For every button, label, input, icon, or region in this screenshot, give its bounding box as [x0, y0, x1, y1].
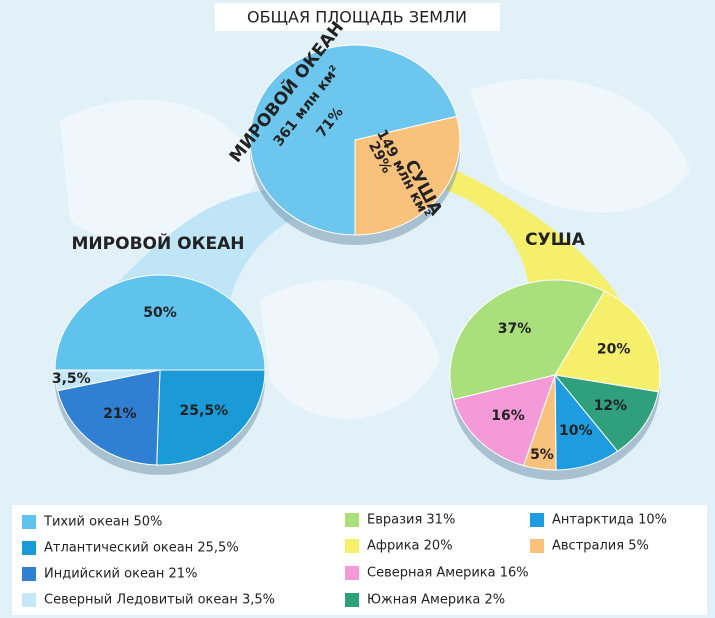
pie-title: СУША	[525, 230, 586, 250]
legend-label: Индийский океан 21%	[44, 567, 197, 582]
title-box	[215, 3, 500, 31]
legend-swatch	[22, 593, 36, 607]
legend-swatch	[345, 513, 359, 527]
legend-label: Северный Ледовитый океан 3,5%	[44, 593, 275, 608]
legend-swatch	[345, 566, 359, 580]
legend-label: Южная Америка 2%	[367, 593, 505, 608]
pie-slice	[553, 374, 659, 452]
map-shape	[60, 78, 690, 419]
value-label: 25,5%	[180, 403, 229, 419]
legend-swatch	[530, 513, 544, 527]
legend-label: Северная Америка 16%	[367, 566, 529, 581]
pie-slice	[452, 374, 556, 467]
legend-label: Африка 20%	[367, 539, 453, 554]
legend-box	[12, 505, 707, 615]
connector	[445, 170, 620, 300]
legend-label: Атлантический океан 25,5%	[44, 541, 239, 556]
connector	[110, 190, 300, 300]
legend-swatch	[530, 539, 544, 553]
legend-swatch	[345, 593, 359, 607]
legend-label: Антарктида 10%	[552, 513, 667, 528]
value-label: 50%	[143, 305, 177, 321]
pie-slice	[56, 369, 161, 466]
value-label: 21%	[103, 406, 137, 422]
legend-swatch	[22, 541, 36, 555]
pie-slice	[449, 279, 606, 401]
legend-swatch	[22, 515, 36, 529]
legend-swatch	[22, 567, 36, 581]
value-label: 16%	[491, 408, 525, 424]
value-label: 37%	[498, 321, 532, 337]
legend-label: Австралия 5%	[552, 539, 649, 554]
pie-title: МИРОВОЙ ОКЕАН	[72, 232, 245, 254]
pie-slice	[249, 44, 458, 236]
legend-label: Евразия 31%	[367, 513, 455, 528]
pie-slice	[54, 274, 266, 371]
pie-slice	[54, 369, 161, 392]
pie-slice	[156, 369, 266, 466]
legend-swatch	[345, 539, 359, 553]
legend-label: Тихий океан 50%	[43, 515, 162, 530]
value-label: 12%	[594, 398, 628, 414]
value-label: 20%	[597, 341, 631, 357]
pie-slice	[554, 290, 661, 393]
value-label: 10%	[559, 423, 593, 439]
value-label: 5%	[530, 447, 554, 463]
chart-title: ОБЩАЯ ПЛОЩАДЬ ЗЕМЛИ	[247, 8, 467, 27]
pie-slice	[354, 115, 461, 236]
value-label: 3,5%	[52, 371, 91, 387]
